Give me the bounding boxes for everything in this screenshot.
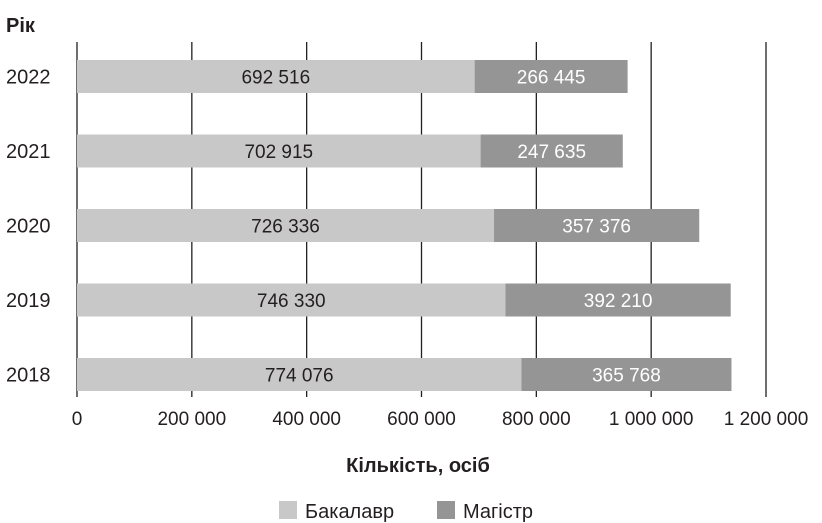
- x-tick-label: 800 000: [502, 409, 571, 430]
- legend-label-bachelor: Бакалавр: [305, 501, 394, 523]
- y-tick-label: 2019: [6, 290, 51, 312]
- x-axis-title: Кількість, осіб: [346, 455, 490, 477]
- data-label: 392 210: [584, 291, 653, 312]
- bar-segment: [474, 60, 628, 93]
- value-labels: 692 516 266 445 702 915 247 635 726 336 357 3…: [241, 68, 660, 387]
- data-label: 774 076: [265, 366, 334, 387]
- data-label: 247 635: [517, 142, 586, 163]
- y-axis-categories: 2022 2021 2020 2019 2018: [6, 67, 51, 387]
- data-label: 266 445: [517, 68, 586, 89]
- x-tick-label: 1 000 000: [609, 409, 694, 430]
- x-tick-label: 200 000: [157, 409, 226, 430]
- bar-segment: [521, 358, 732, 391]
- y-tick-label: 2020: [6, 216, 51, 238]
- y-axis-title: Рік: [6, 15, 36, 37]
- bar-segment: [494, 209, 700, 242]
- bar-segment: [480, 134, 623, 168]
- bar-segment: [77, 209, 495, 242]
- bar-segment: [77, 60, 475, 93]
- x-axis-ticks: 0 200 000 400 000 600 000 800 000 1 000 000 1 …: [72, 409, 809, 430]
- legend-swatch-bachelor: [279, 501, 297, 519]
- bar-segment: [77, 134, 481, 168]
- y-tick-label: 2018: [6, 365, 51, 387]
- x-tick-label: 0: [72, 409, 83, 430]
- data-label: 692 516: [241, 68, 310, 89]
- bar-segment: [77, 283, 506, 317]
- x-tick-label: 600 000: [387, 409, 456, 430]
- legend-label-master: Магістр: [463, 501, 533, 523]
- x-tick-label: 400 000: [272, 409, 341, 430]
- data-label: 702 915: [244, 142, 313, 163]
- data-label: 365 768: [592, 366, 661, 387]
- data-label: 726 336: [251, 217, 320, 238]
- x-tick-label: 1 200 000: [724, 409, 809, 430]
- legend-swatch-master: [437, 501, 455, 519]
- bar-segment: [505, 283, 731, 317]
- data-label: 746 330: [257, 291, 326, 312]
- legend: Бакалавр Магістр: [279, 501, 533, 523]
- bars: [77, 60, 732, 391]
- y-tick-label: 2021: [6, 141, 51, 163]
- data-label: 357 376: [562, 217, 631, 238]
- y-tick-label: 2022: [6, 67, 51, 89]
- bar-segment: [77, 358, 522, 391]
